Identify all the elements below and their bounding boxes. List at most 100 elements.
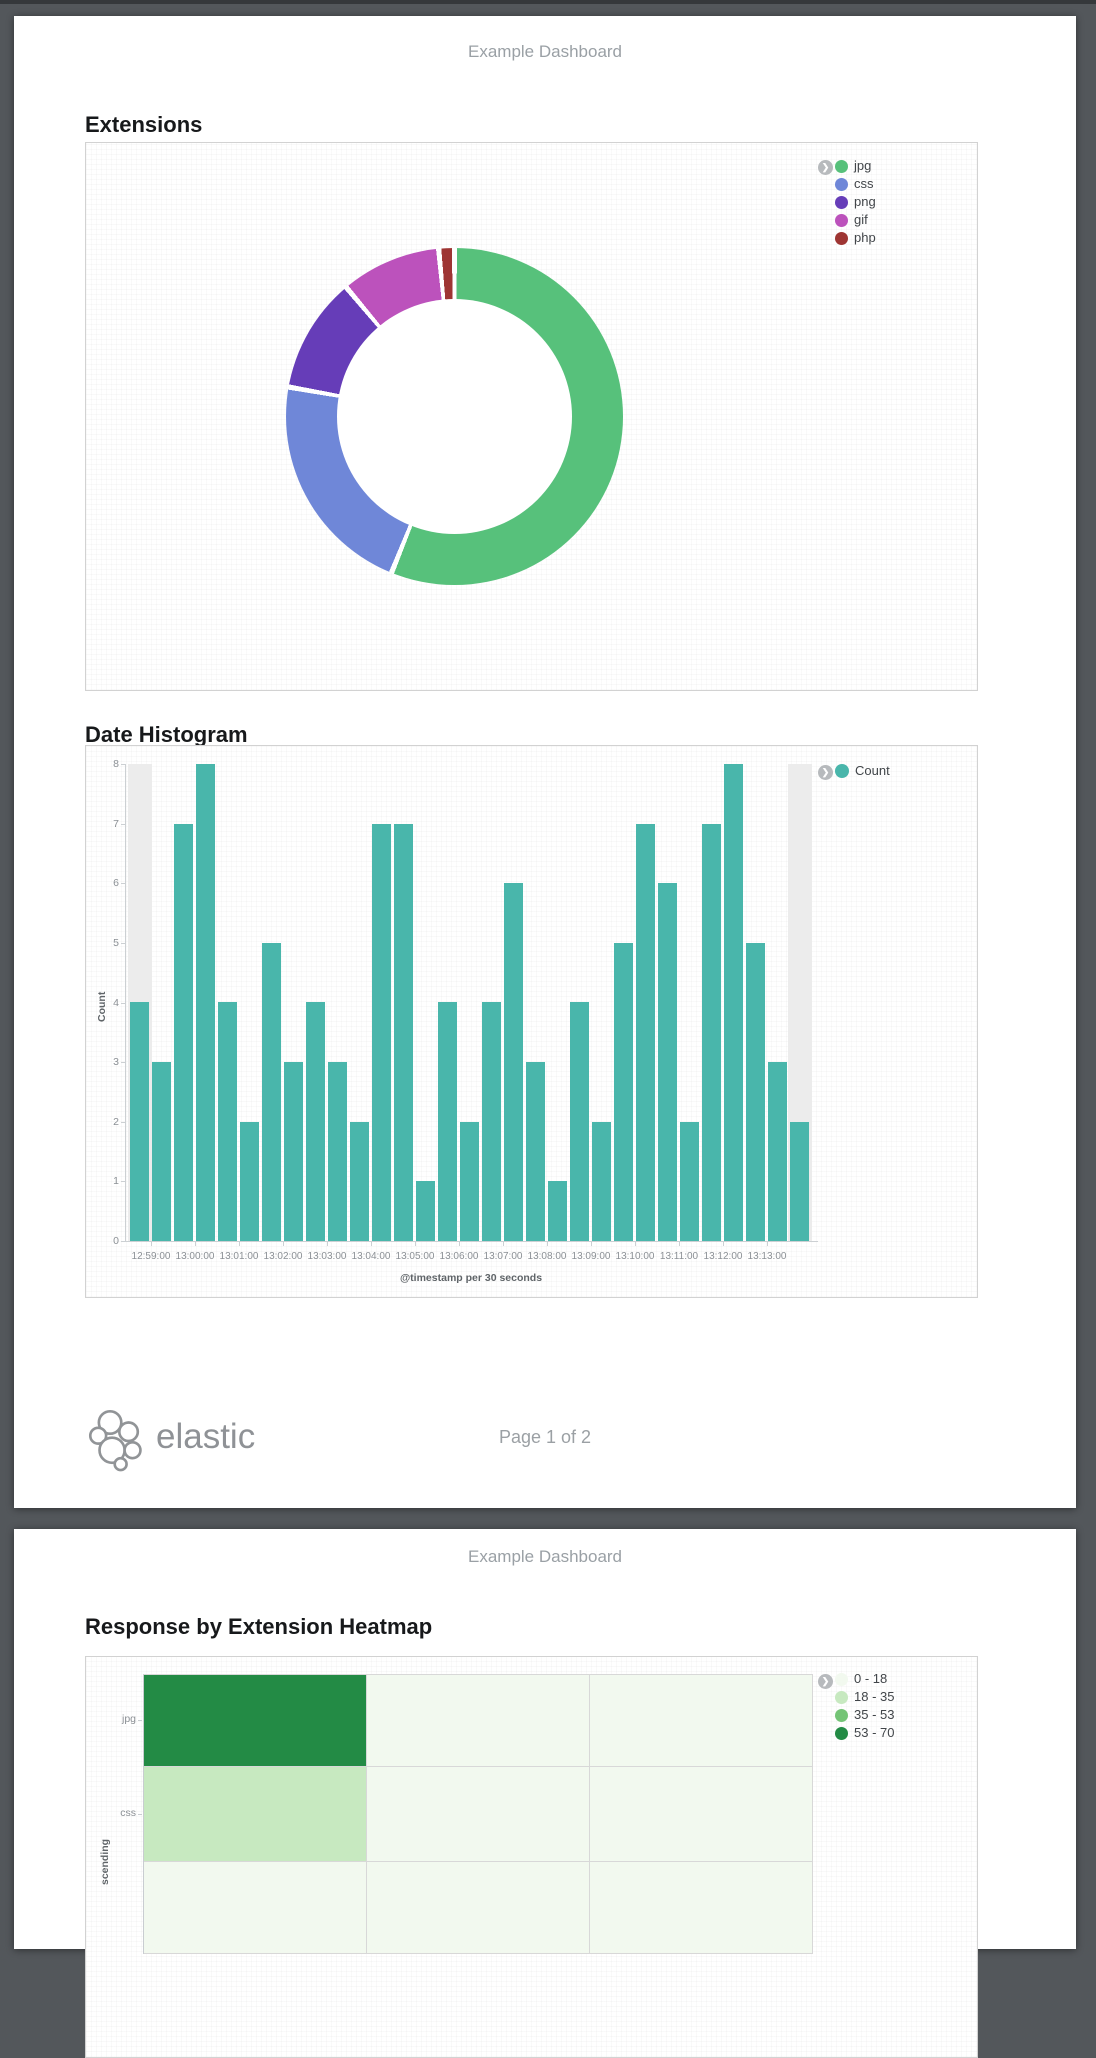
histogram-bar (768, 1062, 787, 1241)
heatmap-row-label: jpg (121, 1713, 136, 1725)
histogram-bar (240, 1122, 259, 1241)
histogram-bar (394, 824, 413, 1241)
histogram-bar (306, 1002, 325, 1241)
y-axis-tick-mark (121, 883, 125, 885)
x-axis-tick-mark (723, 1242, 724, 1246)
histogram-bar (372, 824, 391, 1241)
y-axis-tick-label: 2 (113, 1115, 119, 1128)
legend-item-label: css (854, 176, 874, 191)
legend-dot (835, 195, 848, 209)
x-axis-tick-mark (503, 1242, 504, 1246)
legend-item: php (835, 229, 876, 247)
legend-item: css (835, 175, 876, 193)
x-axis-tick-label: 13:10:00 (615, 1251, 655, 1262)
report-header-title: Example Dashboard (467, 42, 623, 61)
heatmap-cell (144, 1675, 367, 1767)
histogram-bar (438, 1002, 457, 1241)
window-top-edge (0, 0, 1096, 4)
heatmap-legend: ❯ 0 - 18 18 - 35 35 - 53 53 - 70 (818, 1670, 894, 1742)
y-axis-tick-label: 1 (113, 1175, 119, 1188)
x-axis-tick-label: 12:59:00 (131, 1251, 171, 1262)
histogram-bar (548, 1181, 567, 1241)
heatmap-plot (143, 1674, 813, 1954)
y-axis-tick-label: 6 (113, 877, 119, 890)
y-axis-tick-mark (121, 1062, 125, 1064)
histogram-plot (125, 764, 818, 1242)
histogram-bar (526, 1062, 545, 1241)
x-axis-tick-mark (459, 1242, 460, 1246)
legend-dot (835, 764, 849, 778)
legend-dot (835, 1690, 848, 1704)
legend-dot (835, 177, 848, 191)
x-axis-tick-mark (151, 1242, 152, 1246)
histogram-bar (460, 1122, 479, 1241)
legend-item-label: 18 - 35 (854, 1689, 895, 1704)
legend-item: png (835, 193, 876, 211)
legend-item: 35 - 53 (835, 1706, 894, 1724)
extensions-title: Extensions (85, 112, 203, 137)
x-axis-tick-mark (327, 1242, 328, 1246)
elastic-logo (88, 1409, 142, 1472)
x-axis-tick-mark (679, 1242, 680, 1246)
chevron-right-icon: ❯ (818, 160, 833, 175)
extensions-pie-panel: ❯ jpg css png gif php (85, 142, 978, 691)
x-axis-tick-label: 13:06:00 (439, 1251, 479, 1262)
histogram-bar (174, 824, 193, 1241)
report-page-2: Example Dashboard Response by Extension … (14, 1529, 1076, 2058)
histogram-bar (614, 943, 633, 1241)
y-axis-tick-mark (121, 1181, 125, 1183)
heatmap-cell (144, 1862, 367, 1954)
heatmap-cell (367, 1862, 590, 1954)
legend-dot (835, 159, 848, 173)
histogram-bar (482, 1002, 501, 1241)
y-axis-tick-mark (121, 1121, 125, 1123)
histogram-bar (152, 1062, 171, 1241)
pie-legend: ❯ jpg css png gif php (818, 157, 876, 247)
donut-hole (337, 299, 572, 534)
histogram-bar (680, 1122, 699, 1241)
histogram-bar (724, 764, 743, 1241)
histogram-bar (504, 883, 523, 1241)
legend-dot (835, 1708, 848, 1722)
legend-item: gif (835, 211, 876, 229)
legend-dot (835, 213, 848, 227)
heatmap-cell (144, 1767, 367, 1862)
legend-item: 18 - 35 (835, 1688, 894, 1706)
x-axis-tick-mark (767, 1242, 768, 1246)
histogram-bar (262, 943, 281, 1241)
legend-item-label: gif (854, 212, 868, 227)
pie-legend-items: jpg css png gif php (835, 157, 876, 247)
y-axis-tick-label: 5 (113, 936, 119, 949)
legend-item-label: Count (855, 763, 890, 778)
x-axis-tick-label: 13:05:00 (395, 1251, 435, 1262)
x-axis-tick-mark (591, 1242, 592, 1246)
legend-item-label: 35 - 53 (854, 1707, 895, 1722)
histogram-bar (592, 1122, 611, 1241)
page-number-label: Page 1 of 2 (498, 1427, 592, 1447)
histogram-bar (350, 1122, 369, 1241)
x-axis-tick-label: 13:01:00 (219, 1251, 259, 1262)
histogram-bar (328, 1062, 347, 1241)
heatmap-panel: scending ❯ 0 - 18 18 - 35 35 - 53 53 - 70 j… (85, 1656, 978, 2058)
heatmap-legend-items: 0 - 18 18 - 35 35 - 53 53 - 70 (835, 1670, 894, 1742)
legend-item: 53 - 70 (835, 1724, 894, 1742)
x-axis-tick-label: 13:13:00 (747, 1251, 787, 1262)
legend-item-label: png (854, 194, 876, 209)
count-legend: ❯ Count (818, 762, 890, 780)
heatmap-cell (367, 1675, 590, 1767)
histogram-panel: Count @timestamp per 30 seconds ❯ Count … (85, 745, 978, 1298)
x-axis-tick-mark (371, 1242, 372, 1246)
histogram-bar (218, 1002, 237, 1241)
legend-dot (835, 1672, 848, 1686)
x-axis-tick-mark (547, 1242, 548, 1246)
legend-dot (835, 231, 848, 245)
legend-item-label: 53 - 70 (854, 1725, 895, 1740)
legend-item-label: php (854, 230, 876, 245)
count-legend-items: Count (835, 762, 890, 780)
histogram-bar (658, 883, 677, 1241)
y-axis-tick-label: 7 (113, 817, 119, 830)
date-histogram-title: Date Histogram (85, 722, 248, 747)
heatmap-cell (590, 1862, 813, 1954)
y-axis-tick-mark (121, 1241, 125, 1242)
